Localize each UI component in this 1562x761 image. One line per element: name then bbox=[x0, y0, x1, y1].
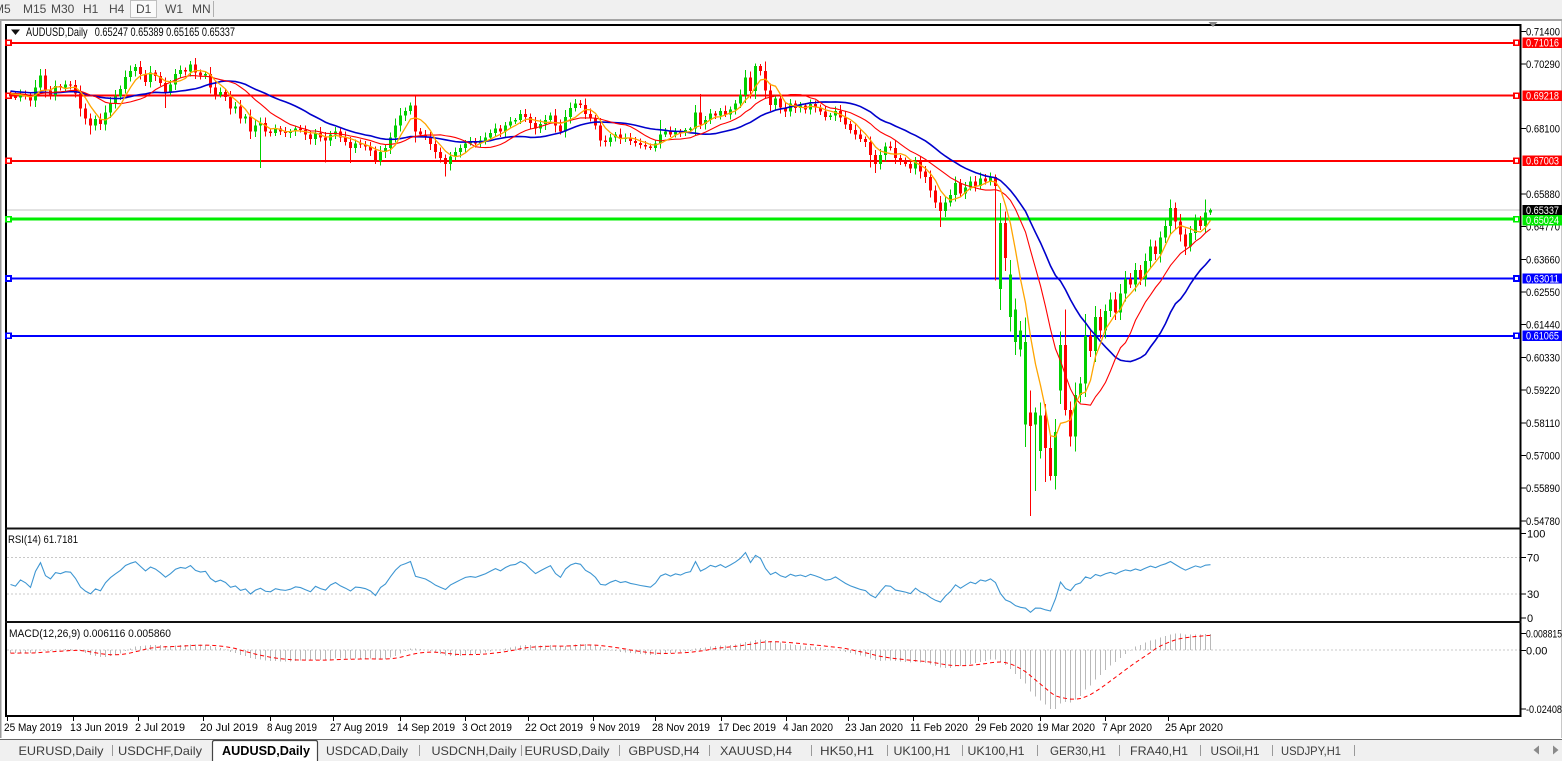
svg-text:19 Mar 2020: 19 Mar 2020 bbox=[1037, 722, 1095, 734]
svg-text:0.71016: 0.71016 bbox=[1526, 38, 1559, 50]
svg-text:0.65880: 0.65880 bbox=[1526, 189, 1560, 201]
svg-text:AUDUSD,Daily: AUDUSD,Daily bbox=[222, 744, 310, 758]
svg-text:0.62550: 0.62550 bbox=[1526, 287, 1560, 299]
svg-text:8 Aug 2019: 8 Aug 2019 bbox=[267, 722, 317, 734]
svg-text:0.58110: 0.58110 bbox=[1526, 418, 1560, 430]
svg-text:H4: H4 bbox=[109, 2, 125, 16]
svg-text:0.55890: 0.55890 bbox=[1526, 483, 1560, 495]
svg-text:2 Jul 2019: 2 Jul 2019 bbox=[135, 722, 185, 734]
svg-text:23 Jan 2020: 23 Jan 2020 bbox=[845, 722, 903, 734]
svg-text:28 Nov 2019: 28 Nov 2019 bbox=[652, 722, 710, 734]
svg-text:0.71400: 0.71400 bbox=[1526, 27, 1560, 39]
svg-text:0.60330: 0.60330 bbox=[1526, 352, 1560, 364]
svg-text:EURUSD,Daily: EURUSD,Daily bbox=[525, 744, 610, 758]
svg-text:0.61065: 0.61065 bbox=[1526, 331, 1559, 343]
svg-text:0.00: 0.00 bbox=[1526, 645, 1547, 657]
svg-text:0.63660: 0.63660 bbox=[1526, 254, 1560, 266]
svg-text:M30: M30 bbox=[51, 2, 75, 16]
svg-text:D1: D1 bbox=[136, 2, 152, 16]
svg-text:7 Apr 2020: 7 Apr 2020 bbox=[1102, 722, 1152, 734]
svg-text:22 Oct 2019: 22 Oct 2019 bbox=[525, 722, 583, 734]
svg-text:USDCAD,Daily: USDCAD,Daily bbox=[326, 744, 408, 758]
svg-text:4 Jan 2020: 4 Jan 2020 bbox=[783, 722, 833, 734]
svg-text:-0.02408: -0.02408 bbox=[1526, 704, 1562, 716]
svg-text:0.61440: 0.61440 bbox=[1526, 320, 1560, 332]
svg-text:GER30,H1: GER30,H1 bbox=[1050, 744, 1106, 758]
svg-text:0.63011: 0.63011 bbox=[1526, 273, 1559, 285]
svg-text:20 Jul 2019: 20 Jul 2019 bbox=[200, 722, 258, 734]
svg-text:HK50,H1: HK50,H1 bbox=[820, 744, 874, 758]
svg-text:USDCNH,Daily: USDCNH,Daily bbox=[432, 744, 517, 758]
svg-text:UK100,H1: UK100,H1 bbox=[894, 744, 951, 758]
svg-text:USOil,H1: USOil,H1 bbox=[1211, 744, 1260, 758]
svg-text:9 Nov 2019: 9 Nov 2019 bbox=[590, 722, 640, 734]
svg-text:100: 100 bbox=[1527, 529, 1545, 541]
svg-text:MN: MN bbox=[192, 2, 211, 16]
svg-text:0.68100: 0.68100 bbox=[1526, 124, 1560, 136]
svg-text:0.65337: 0.65337 bbox=[1526, 205, 1559, 217]
svg-text:13 Jun 2019: 13 Jun 2019 bbox=[70, 722, 128, 734]
svg-text:W1: W1 bbox=[165, 2, 183, 16]
svg-text:0.54780: 0.54780 bbox=[1526, 516, 1560, 528]
svg-text:M5: M5 bbox=[0, 2, 11, 16]
svg-text:0.59220: 0.59220 bbox=[1526, 385, 1560, 397]
svg-text:UK100,H1: UK100,H1 bbox=[968, 744, 1025, 758]
svg-text:0.57000: 0.57000 bbox=[1526, 450, 1560, 462]
svg-text:14 Sep 2019: 14 Sep 2019 bbox=[397, 722, 455, 734]
svg-text:USDJPY,H1: USDJPY,H1 bbox=[1281, 744, 1341, 758]
svg-text:XAUUSD,H4: XAUUSD,H4 bbox=[720, 744, 792, 758]
svg-text:0.67003: 0.67003 bbox=[1526, 156, 1559, 168]
svg-text:30: 30 bbox=[1527, 589, 1539, 601]
svg-text:GBPUSD,H4: GBPUSD,H4 bbox=[629, 744, 700, 758]
svg-text:3 Oct 2019: 3 Oct 2019 bbox=[462, 722, 512, 734]
svg-text:29 Feb 2020: 29 Feb 2020 bbox=[975, 722, 1033, 734]
svg-text:USDCHF,Daily: USDCHF,Daily bbox=[118, 744, 202, 758]
svg-text:RSI(14) 61.7181: RSI(14) 61.7181 bbox=[8, 534, 78, 546]
svg-text:70: 70 bbox=[1527, 553, 1539, 565]
svg-text:25 May 2019: 25 May 2019 bbox=[4, 722, 62, 734]
svg-text:0.70290: 0.70290 bbox=[1526, 59, 1560, 71]
svg-text:17 Dec 2019: 17 Dec 2019 bbox=[718, 722, 776, 734]
svg-text:27 Aug 2019: 27 Aug 2019 bbox=[330, 722, 388, 734]
svg-text:0: 0 bbox=[1527, 613, 1533, 625]
svg-text:M15: M15 bbox=[23, 2, 47, 16]
svg-text:0.69218: 0.69218 bbox=[1526, 91, 1559, 103]
svg-text:H1: H1 bbox=[83, 2, 99, 16]
svg-text:0.008815: 0.008815 bbox=[1526, 629, 1562, 641]
svg-text:MACD(12,26,9) 0.006116 0.00586: MACD(12,26,9) 0.006116 0.005860 bbox=[9, 628, 171, 640]
svg-text:25 Apr 2020: 25 Apr 2020 bbox=[1165, 722, 1223, 734]
svg-text:EURUSD,Daily: EURUSD,Daily bbox=[19, 744, 104, 758]
svg-text:AUDUSD,Daily 0.65247 0.65389: AUDUSD,Daily 0.65247 0.65389 0.65165 0.6… bbox=[26, 25, 235, 39]
svg-text:FRA40,H1: FRA40,H1 bbox=[1130, 744, 1188, 758]
svg-text:11 Feb 2020: 11 Feb 2020 bbox=[910, 722, 968, 734]
svg-text:0.65024: 0.65024 bbox=[1526, 215, 1559, 227]
